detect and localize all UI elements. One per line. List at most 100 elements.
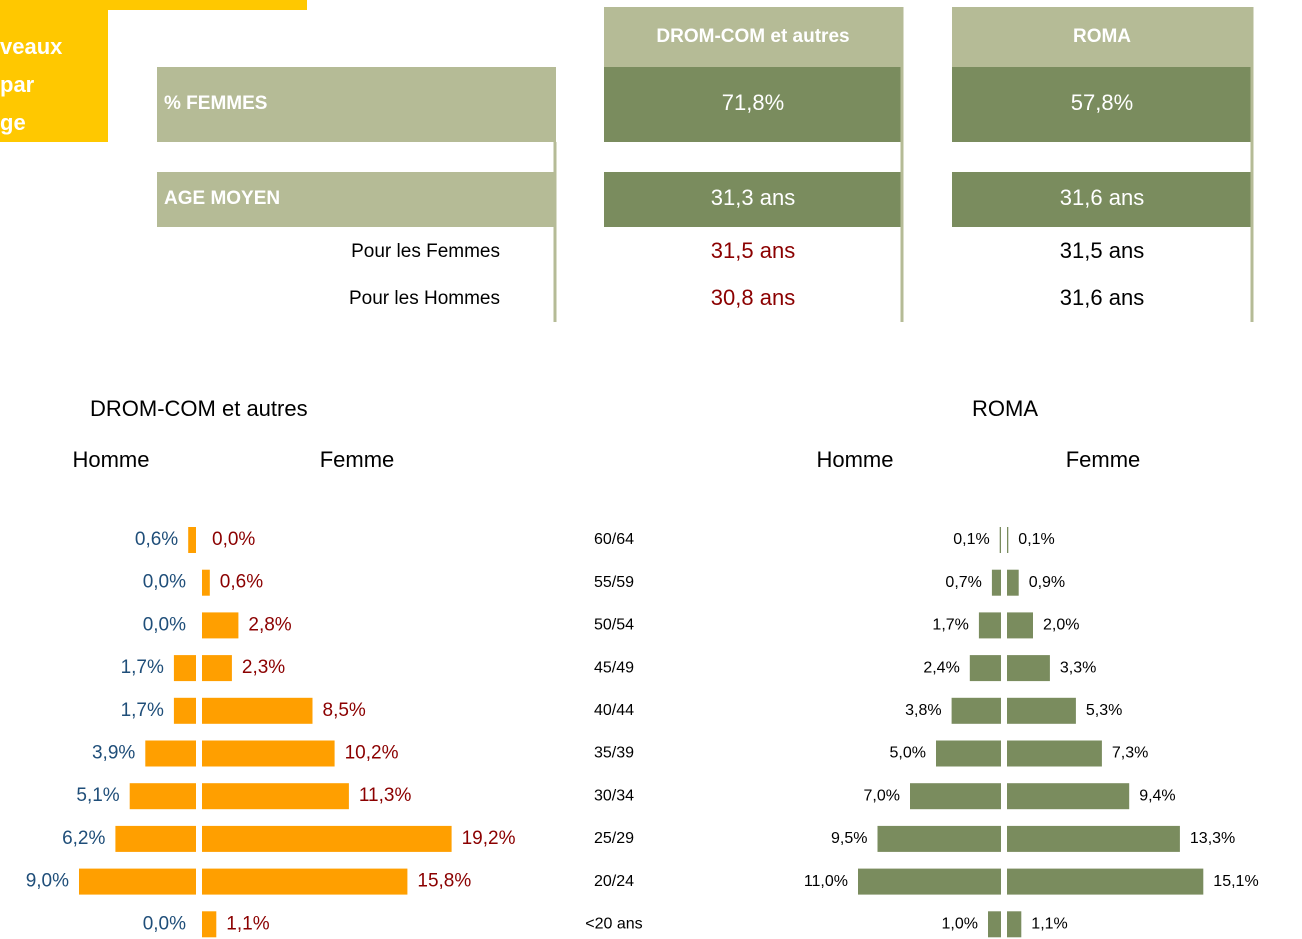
legend-label: Homme (72, 447, 149, 472)
value-label: 0,9% (1029, 574, 1065, 591)
value-cell (952, 67, 1252, 142)
value-label: 0,6% (220, 572, 263, 593)
age-group-label: 35/39 (594, 745, 634, 762)
bar (1007, 868, 1204, 895)
value-label: 2,8% (248, 614, 291, 635)
bar (991, 569, 1001, 596)
age-group-label: 20/24 (594, 873, 634, 890)
value-label: 9,4% (1139, 787, 1175, 804)
value-label: 1,1% (1031, 916, 1067, 933)
legend-label: Femme (1066, 447, 1141, 472)
column-header-cell (952, 7, 1252, 67)
value-label: 7,0% (864, 787, 900, 804)
bar (202, 911, 217, 938)
bar (202, 697, 313, 724)
bar (145, 740, 196, 767)
bar (188, 527, 196, 553)
age-group-label: 50/54 (594, 617, 634, 634)
value-label: 0,7% (945, 574, 981, 591)
bar (202, 612, 239, 639)
cell-value: 31,5 ans (711, 238, 795, 263)
bar (877, 825, 1001, 852)
value-cell (604, 172, 902, 227)
value-label: 0,0% (143, 913, 186, 934)
age-group-label: 30/34 (594, 787, 634, 804)
age-group-label: 60/64 (594, 531, 634, 548)
age-group-label: 55/59 (594, 574, 634, 591)
bar (1007, 740, 1102, 767)
age-group-label: 25/29 (594, 830, 634, 847)
bar (999, 527, 1001, 553)
value-label: 15,8% (417, 871, 471, 892)
banner-text: veaux (0, 34, 63, 59)
cell-value: 31,5 ans (1060, 238, 1144, 263)
banner-line (108, 0, 307, 10)
row-header: % FEMMES (164, 93, 267, 114)
row-header: Pour les Femmes (351, 241, 500, 262)
bar (202, 655, 232, 682)
bar (129, 783, 196, 810)
legend-label: Femme (320, 447, 395, 472)
cell-value: 31,6 ans (1060, 185, 1144, 210)
bar (1007, 697, 1076, 724)
bar (1007, 783, 1130, 810)
value-label: 5,0% (890, 745, 926, 762)
column-header: ROMA (1073, 26, 1131, 47)
bar (202, 740, 335, 767)
column-header-cell (604, 7, 902, 67)
value-label: 0,0% (143, 614, 186, 635)
cell-value: 30,8 ans (711, 285, 795, 310)
bar (1007, 655, 1050, 682)
row-header-cell (157, 172, 556, 227)
bar (202, 825, 452, 852)
cell-value: 31,3 ans (711, 185, 795, 210)
cell-value: 31,6 ans (1060, 285, 1144, 310)
bar (969, 655, 1001, 682)
value-label: 0,1% (1018, 531, 1054, 548)
value-label: 10,2% (345, 743, 399, 764)
bar (858, 868, 1001, 895)
value-label: 11,3% (359, 785, 412, 806)
banner-text: par (0, 72, 35, 97)
value-label: 3,3% (1060, 659, 1096, 676)
value-label: 2,4% (923, 659, 959, 676)
value-label: 2,0% (1043, 617, 1079, 634)
value-label: 5,1% (76, 785, 119, 806)
value-label: 1,7% (932, 617, 968, 634)
bar (202, 569, 210, 596)
banner-text: ge (0, 110, 26, 135)
value-label: 0,0% (143, 572, 186, 593)
value-label: 0,0% (212, 529, 255, 550)
value-label: 7,3% (1112, 745, 1148, 762)
value-label: 19,2% (462, 828, 516, 849)
value-label: 3,8% (905, 702, 941, 719)
bar (951, 697, 1001, 724)
value-label: 11,0% (804, 873, 848, 890)
bar (988, 911, 1001, 938)
legend-label: Homme (816, 447, 893, 472)
value-label: 9,0% (26, 871, 69, 892)
value-label: 0,6% (135, 529, 178, 550)
row-header: Pour les Hommes (349, 288, 500, 309)
bar (202, 868, 408, 895)
bar (1007, 825, 1180, 852)
bar (79, 868, 196, 895)
age-group-label: 40/44 (594, 702, 634, 719)
value-label: 8,5% (323, 700, 366, 721)
value-label: 13,3% (1190, 830, 1235, 847)
cell-value: 57,8% (1071, 90, 1133, 115)
value-cell (952, 172, 1252, 227)
value-label: 15,1% (1213, 873, 1258, 890)
column-header: DROM-COM et autres (656, 26, 849, 47)
bar (173, 655, 196, 682)
bar (1007, 911, 1022, 938)
value-label: 0,1% (953, 531, 989, 548)
banner-box (0, 0, 108, 142)
cell-value: 71,8% (722, 90, 784, 115)
chart-title: ROMA (972, 396, 1038, 421)
bar (1007, 527, 1009, 553)
bar (936, 740, 1001, 767)
value-label: 5,3% (1086, 702, 1122, 719)
value-cell (604, 67, 902, 142)
